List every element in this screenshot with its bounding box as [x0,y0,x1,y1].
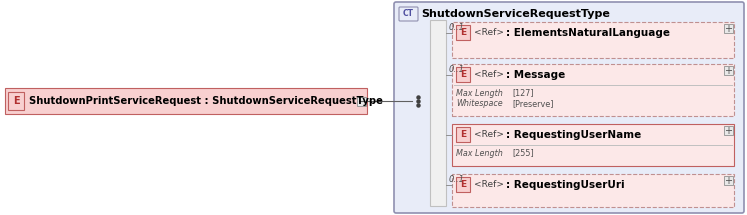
Text: +: + [725,23,733,34]
FancyBboxPatch shape [399,7,418,21]
FancyBboxPatch shape [724,66,733,75]
FancyBboxPatch shape [456,67,470,82]
FancyBboxPatch shape [357,97,366,106]
Text: E: E [460,70,466,79]
Text: 0..1: 0..1 [449,175,465,184]
FancyBboxPatch shape [452,124,734,166]
FancyBboxPatch shape [414,94,422,109]
Text: <Ref>: <Ref> [474,28,504,37]
Text: E: E [13,96,19,106]
FancyBboxPatch shape [452,64,734,116]
Text: E: E [460,28,466,37]
Text: 0..1: 0..1 [449,65,465,74]
Text: 0..1: 0..1 [449,23,465,32]
FancyBboxPatch shape [394,2,744,213]
Text: Max Length: Max Length [456,89,503,97]
Text: +: + [725,175,733,186]
Text: : RequestingUserUri: : RequestingUserUri [506,180,624,189]
Text: Max Length: Max Length [456,149,503,158]
Text: : Message: : Message [506,69,565,80]
Text: [127]: [127] [512,89,533,97]
FancyBboxPatch shape [724,176,733,185]
FancyBboxPatch shape [430,20,446,206]
FancyBboxPatch shape [724,24,733,33]
Text: <Ref>: <Ref> [474,130,504,139]
Text: <Ref>: <Ref> [474,70,504,79]
Text: +: + [725,66,733,75]
FancyBboxPatch shape [724,126,733,135]
Text: CT: CT [403,9,414,18]
Text: Whitespace: Whitespace [456,100,503,109]
Text: [255]: [255] [512,149,534,158]
Text: ShutdownServiceRequestType: ShutdownServiceRequestType [421,9,610,19]
FancyBboxPatch shape [456,177,470,192]
FancyBboxPatch shape [452,174,734,207]
FancyBboxPatch shape [456,25,470,40]
Text: : ElementsNaturalLanguage: : ElementsNaturalLanguage [506,28,670,37]
Text: ShutdownPrintServiceRequest : ShutdownServiceRequestType: ShutdownPrintServiceRequest : ShutdownSe… [29,96,383,106]
FancyBboxPatch shape [8,92,24,110]
FancyBboxPatch shape [456,127,470,142]
FancyBboxPatch shape [452,22,734,58]
Text: [Preserve]: [Preserve] [512,100,554,109]
FancyBboxPatch shape [5,88,367,114]
Text: : RequestingUserName: : RequestingUserName [506,129,641,140]
Text: +: + [725,126,733,135]
Text: E: E [460,180,466,189]
Text: E: E [460,130,466,139]
Text: <Ref>: <Ref> [474,180,504,189]
